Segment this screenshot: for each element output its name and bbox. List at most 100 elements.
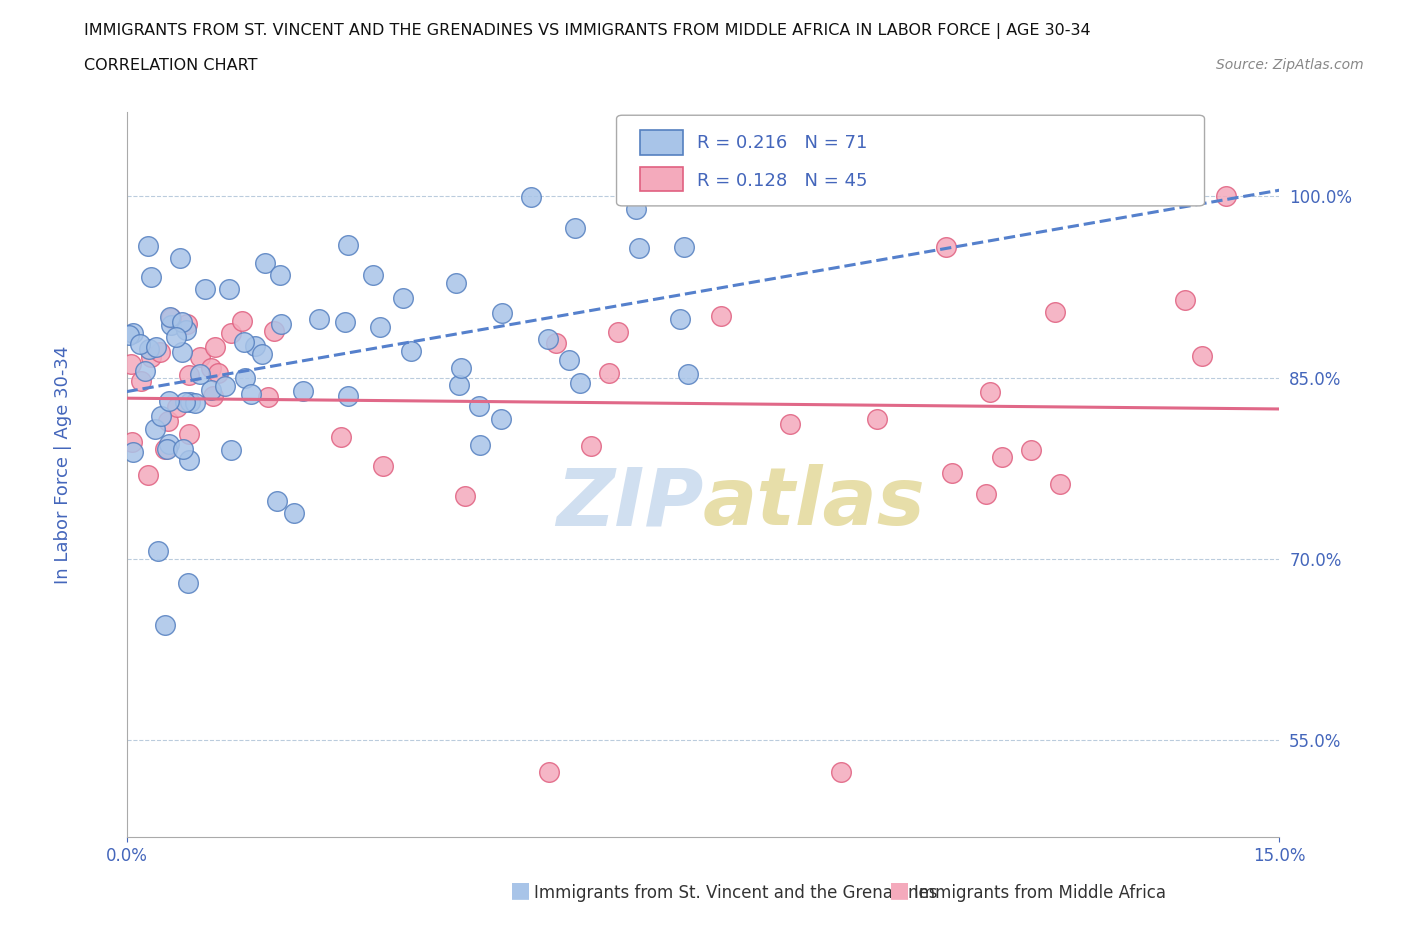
Point [204, 339, 226, 354]
Text: R = 0.216   N = 71: R = 0.216 N = 71 [697, 134, 868, 152]
Point [1173, 292, 1195, 307]
Point [159, 310, 181, 325]
Point [159, 318, 181, 333]
Text: ■: ■ [510, 880, 530, 900]
Point [336, 389, 359, 404]
Point [1191, 349, 1213, 364]
Point [188, 366, 211, 381]
Point [454, 489, 477, 504]
Point [1215, 189, 1237, 204]
Point [219, 326, 242, 340]
Point [214, 379, 236, 393]
Point [263, 324, 285, 339]
Point [467, 398, 489, 413]
Point [145, 339, 167, 354]
Point [266, 493, 288, 508]
Point [333, 315, 356, 330]
Point [676, 367, 699, 382]
Point [176, 317, 198, 332]
Point [627, 241, 650, 256]
Point [201, 389, 224, 404]
Point [363, 267, 385, 282]
Point [710, 309, 733, 324]
Point [564, 220, 586, 235]
Point [150, 408, 173, 423]
Text: In Labor Force | Age 30-34: In Labor Force | Age 30-34 [55, 346, 72, 584]
Point [257, 390, 280, 405]
Point [1043, 304, 1066, 319]
Point [624, 201, 647, 216]
Point [231, 313, 253, 328]
Point [221, 443, 243, 458]
Point [673, 239, 696, 254]
Point [134, 364, 156, 379]
Point [146, 543, 169, 558]
Point [153, 618, 176, 633]
Point [157, 436, 180, 451]
Point [160, 311, 183, 325]
Point [330, 430, 353, 445]
Point [544, 336, 567, 351]
Point [120, 357, 142, 372]
Point [165, 330, 187, 345]
Text: IMMIGRANTS FROM ST. VINCENT AND THE GRENADINES VS IMMIGRANTS FROM MIDDLE AFRICA : IMMIGRANTS FROM ST. VINCENT AND THE GREN… [84, 23, 1091, 39]
Point [177, 576, 200, 591]
Point [991, 450, 1014, 465]
Point [243, 339, 266, 353]
Point [779, 417, 801, 432]
Bar [640, 130, 683, 155]
Text: ■: ■ [890, 880, 910, 900]
Point [136, 238, 159, 253]
Point [558, 352, 581, 367]
Point [291, 383, 314, 398]
Point [169, 250, 191, 265]
Point [269, 268, 291, 283]
Point [373, 459, 395, 474]
Point [177, 367, 200, 382]
Point [177, 426, 200, 441]
Point [194, 282, 217, 297]
Point [200, 360, 222, 375]
Point [1049, 476, 1071, 491]
Point [308, 312, 330, 326]
Point [491, 306, 513, 321]
Point [122, 445, 145, 459]
Point [233, 370, 256, 385]
Point [149, 345, 172, 360]
Point [337, 238, 360, 253]
Point [188, 350, 211, 365]
Point [200, 382, 222, 397]
Point [141, 350, 163, 365]
Point [173, 394, 195, 409]
FancyBboxPatch shape [617, 115, 1205, 206]
Point [218, 281, 240, 296]
Point [177, 453, 200, 468]
Text: atlas: atlas [703, 464, 925, 542]
Point [491, 411, 513, 426]
Point [166, 400, 188, 415]
Point [450, 361, 472, 376]
Point [156, 442, 179, 457]
Point [138, 342, 160, 357]
Point [240, 387, 263, 402]
Point [176, 323, 198, 338]
Point [232, 335, 254, 350]
Point [179, 394, 201, 409]
Text: CORRELATION CHART: CORRELATION CHART [84, 58, 257, 73]
Point [368, 320, 391, 335]
Text: Immigrants from Middle Africa: Immigrants from Middle Africa [914, 884, 1166, 902]
Text: Immigrants from St. Vincent and the Grenadines: Immigrants from St. Vincent and the Gren… [534, 884, 938, 902]
Point [668, 312, 690, 326]
Point [184, 396, 207, 411]
Point [253, 256, 276, 271]
Point [444, 276, 467, 291]
Point [121, 326, 143, 340]
Point [118, 327, 141, 342]
Point [607, 325, 630, 339]
Text: R = 0.128   N = 45: R = 0.128 N = 45 [697, 171, 868, 190]
Point [830, 764, 852, 779]
Point [569, 376, 592, 391]
Point [974, 487, 997, 502]
Text: ZIP: ZIP [555, 464, 703, 542]
Point [172, 315, 194, 330]
